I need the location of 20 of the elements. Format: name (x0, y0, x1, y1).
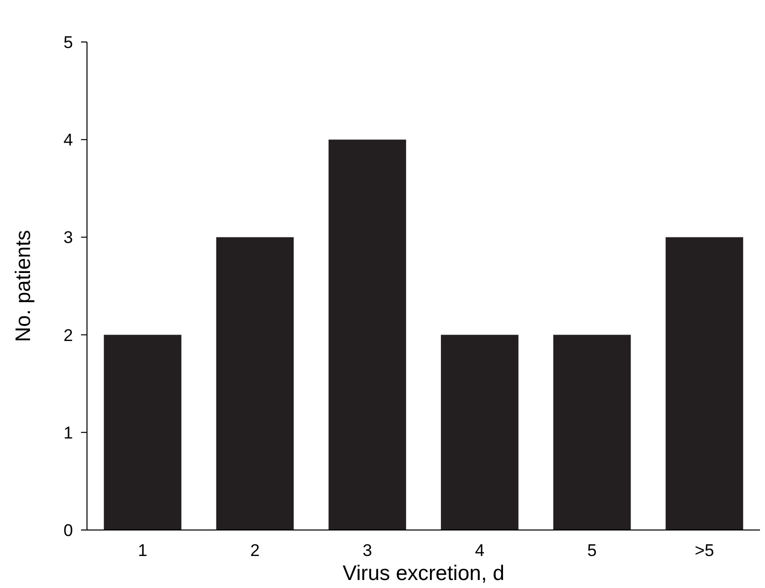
bar (440, 334, 518, 530)
x-tick-label: 2 (250, 541, 260, 560)
y-tick-label: 5 (64, 32, 73, 52)
y-tick-label: 2 (64, 326, 73, 345)
y-tick-label: 0 (64, 520, 73, 540)
x-axis-title: Virus excretion, d (342, 562, 504, 585)
x-tick-label: >5 (694, 541, 714, 560)
bar (104, 334, 182, 530)
x-tick-label: 3 (362, 541, 372, 560)
y-axis-title: No. patients (12, 230, 35, 342)
x-tick-label: 5 (587, 541, 597, 560)
y-tick-label: 4 (64, 130, 73, 150)
bar (328, 140, 406, 530)
x-tick-label: 1 (138, 541, 148, 560)
y-tick-label: 3 (64, 228, 73, 248)
x-tick-label: 4 (474, 541, 484, 560)
bar (216, 237, 294, 530)
bar (553, 334, 631, 530)
bar (666, 237, 744, 530)
y-tick-label: 1 (64, 423, 73, 442)
